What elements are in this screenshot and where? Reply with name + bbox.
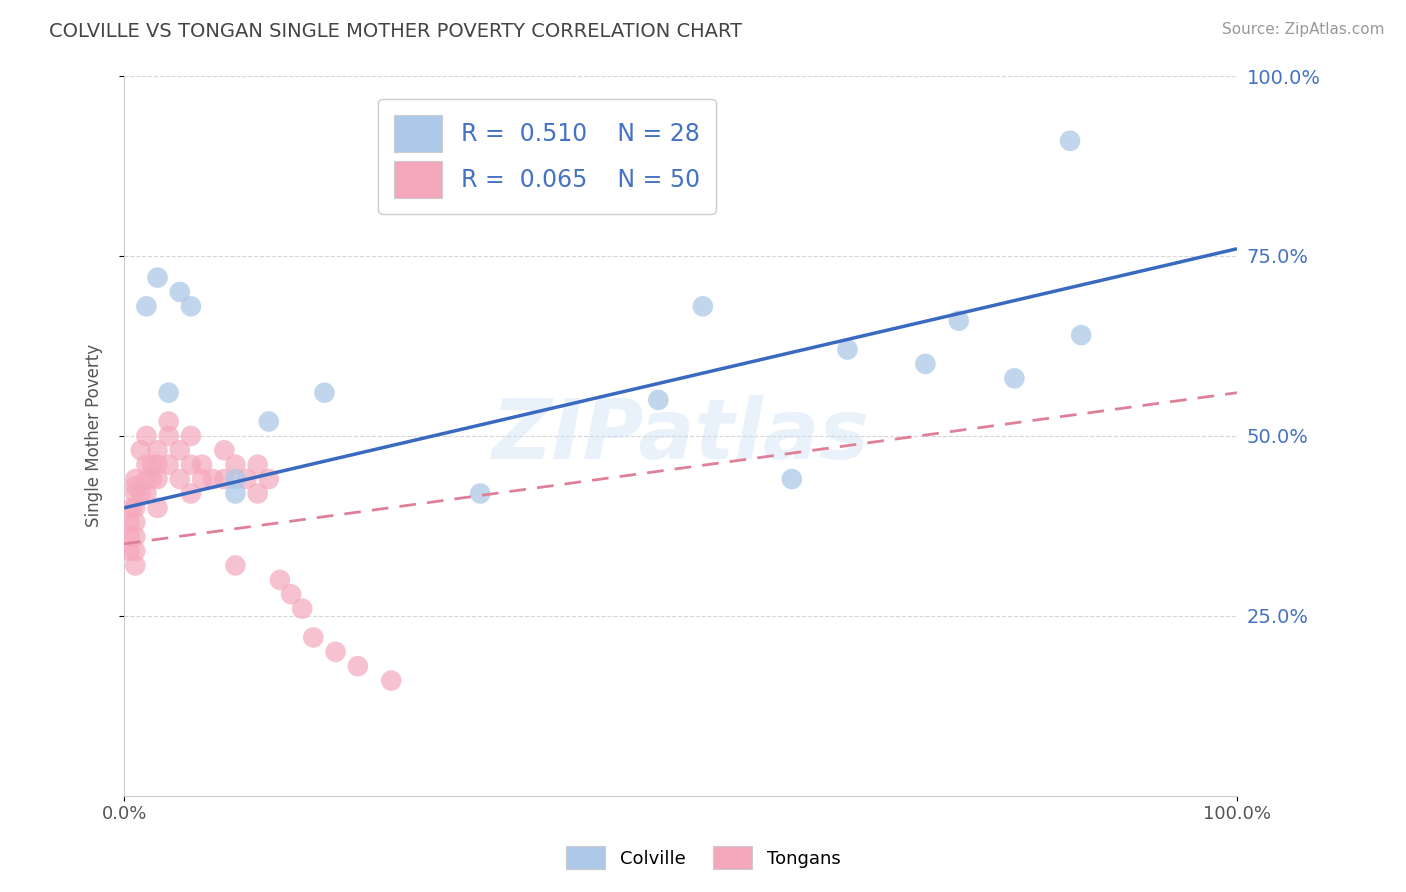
Point	[224, 458, 246, 472]
Point	[124, 500, 146, 515]
Point	[129, 486, 152, 500]
Point	[180, 299, 202, 313]
Point	[157, 458, 180, 472]
Point	[118, 530, 141, 544]
Point	[118, 544, 141, 558]
Point	[325, 645, 347, 659]
Point	[157, 415, 180, 429]
Point	[224, 558, 246, 573]
Point	[314, 385, 336, 400]
Point	[280, 587, 302, 601]
Point	[124, 544, 146, 558]
Legend: R =  0.510    N = 28, R =  0.065    N = 50: R = 0.510 N = 28, R = 0.065 N = 50	[378, 99, 716, 214]
Point	[146, 443, 169, 458]
Point	[141, 458, 163, 472]
Point	[146, 500, 169, 515]
Text: ZIPatlas: ZIPatlas	[492, 395, 869, 476]
Point	[914, 357, 936, 371]
Point	[291, 601, 314, 615]
Point	[124, 486, 146, 500]
Y-axis label: Single Mother Poverty: Single Mother Poverty	[86, 344, 103, 527]
Legend: Colville, Tongans: Colville, Tongans	[557, 838, 849, 879]
Point	[257, 472, 280, 486]
Point	[470, 486, 492, 500]
Point	[692, 299, 714, 313]
Text: COLVILLE VS TONGAN SINGLE MOTHER POVERTY CORRELATION CHART: COLVILLE VS TONGAN SINGLE MOTHER POVERTY…	[49, 22, 742, 41]
Point	[837, 343, 859, 357]
Point	[647, 392, 669, 407]
Point	[135, 472, 157, 486]
Point	[780, 472, 803, 486]
Point	[224, 486, 246, 500]
Point	[121, 500, 143, 515]
Point	[141, 472, 163, 486]
Point	[135, 429, 157, 443]
Point	[180, 458, 202, 472]
Point	[257, 415, 280, 429]
Point	[169, 443, 191, 458]
Point	[302, 631, 325, 645]
Point	[214, 443, 236, 458]
Point	[135, 458, 157, 472]
Point	[157, 429, 180, 443]
Point	[135, 486, 157, 500]
Point	[1059, 134, 1081, 148]
Point	[124, 558, 146, 573]
Point	[224, 472, 246, 486]
Point	[380, 673, 402, 688]
Point	[948, 314, 970, 328]
Point	[124, 515, 146, 529]
Point	[146, 472, 169, 486]
Point	[124, 530, 146, 544]
Point	[1002, 371, 1025, 385]
Point	[180, 429, 202, 443]
Point	[169, 472, 191, 486]
Point	[180, 486, 202, 500]
Point	[246, 486, 269, 500]
Point	[124, 479, 146, 493]
Point	[124, 472, 146, 486]
Point	[1070, 328, 1092, 343]
Text: Source: ZipAtlas.com: Source: ZipAtlas.com	[1222, 22, 1385, 37]
Point	[191, 472, 214, 486]
Point	[347, 659, 370, 673]
Point	[157, 385, 180, 400]
Point	[118, 515, 141, 529]
Point	[146, 458, 169, 472]
Point	[246, 458, 269, 472]
Point	[191, 458, 214, 472]
Point	[146, 270, 169, 285]
Point	[129, 443, 152, 458]
Point	[214, 472, 236, 486]
Point	[169, 285, 191, 299]
Point	[202, 472, 225, 486]
Point	[135, 299, 157, 313]
Point	[269, 573, 291, 587]
Point	[235, 472, 257, 486]
